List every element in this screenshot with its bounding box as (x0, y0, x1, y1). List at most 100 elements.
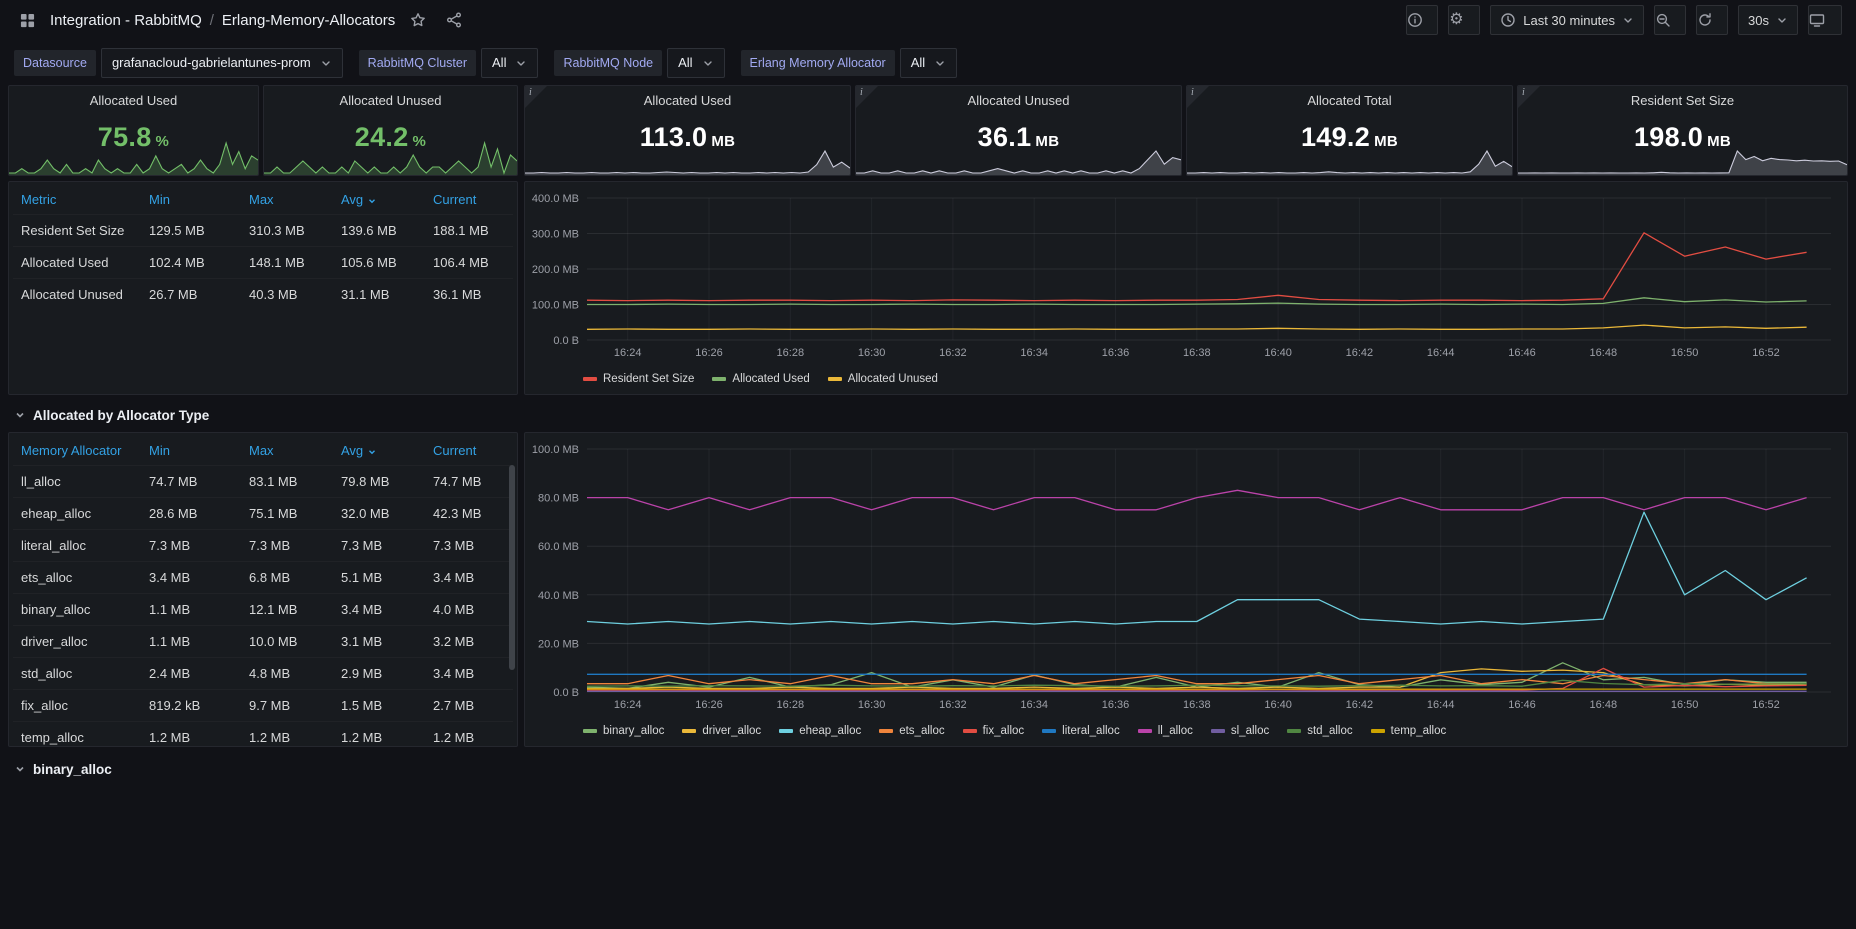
value-cell: 1.2 MB (425, 721, 513, 746)
col-header-avg[interactable]: Avg (333, 435, 425, 466)
value-cell: 5.1 MB (333, 561, 425, 594)
col-header-memory-allocator[interactable]: Memory Allocator (21, 443, 122, 458)
allocator-timeseries-chart[interactable]: 0.0 B 20.0 MB 40.0 MB 60.0 MB 80.0 MB 100.0 M… (529, 439, 1841, 716)
share-icon[interactable] (441, 7, 467, 33)
value-cell: 40.3 MB (241, 278, 333, 310)
col-header-min[interactable]: Min (149, 192, 170, 207)
legend-item[interactable]: Allocated Used (712, 373, 810, 385)
row-label-cell: temp_alloc (13, 721, 141, 746)
value-cell: 9.7 MB (241, 689, 333, 722)
sparkline (1518, 145, 1847, 175)
cluster-select[interactable]: All (481, 47, 539, 78)
legend-item[interactable]: binary_alloc (583, 725, 664, 737)
col-header-metric[interactable]: Metric (21, 192, 57, 207)
table-row[interactable]: binary_alloc 1.1 MB 12.1 MB 3.4 MB 4.0 MB (13, 593, 513, 626)
col-header-max[interactable]: Max (249, 192, 274, 207)
table-row[interactable]: literal_alloc 7.3 MB 7.3 MB 7.3 MB 7.3 MB (13, 529, 513, 562)
row-label-cell: ll_alloc (13, 465, 141, 498)
table-row[interactable]: driver_alloc 1.1 MB 10.0 MB 3.1 MB 3.2 MB (13, 625, 513, 658)
allocator-select[interactable]: All (899, 47, 958, 78)
breadcrumb: Integration - RabbitMQ / Erlang-Memory-A… (50, 12, 395, 29)
col-header-current[interactable]: Current (433, 192, 477, 207)
table-row[interactable]: eheap_alloc 28.6 MB 75.1 MB 32.0 MB 42.3 MB (13, 497, 513, 530)
refresh-interval-picker[interactable]: 30s (1738, 5, 1798, 35)
col-header-min[interactable]: Min (149, 443, 170, 458)
zoom-out-icon (1656, 13, 1670, 27)
breadcrumb-dashboard[interactable]: Erlang-Memory-Allocators (221, 11, 396, 29)
svg-text:16:32: 16:32 (939, 699, 967, 711)
table-row[interactable]: ll_alloc 74.7 MB 83.1 MB 79.8 MB 74.7 MB (13, 465, 513, 498)
table-scrollbar[interactable] (509, 465, 515, 670)
favorite-star-icon[interactable] (405, 7, 431, 33)
refresh-button[interactable] (1696, 5, 1729, 35)
table-row[interactable]: Allocated Used 102.4 MB 148.1 MB 105.6 MB 10… (13, 246, 513, 279)
panel-title: Allocated Used (643, 93, 732, 108)
section-allocated-by-allocator-type[interactable]: Allocated by Allocator Type (14, 403, 209, 427)
value-cell: 148.1 MB (241, 246, 333, 279)
tv-mode-button[interactable] (1808, 5, 1842, 35)
legend-item[interactable]: ets_alloc (879, 725, 945, 737)
legend-label: temp_alloc (1390, 725, 1447, 737)
value-cell: 3.4 MB (141, 561, 241, 594)
col-header-max[interactable]: Max (249, 443, 274, 458)
legend-item[interactable]: eheap_alloc (779, 725, 861, 737)
value-cell: 3.4 MB (333, 593, 425, 626)
value-cell: 1.2 MB (333, 721, 425, 746)
chevron-down-icon (703, 60, 712, 66)
legend-item[interactable]: sl_alloc (1210, 725, 1269, 737)
svg-text:16:44: 16:44 (1427, 347, 1455, 359)
value-cell: 10.0 MB (241, 625, 333, 658)
panel-info-icon[interactable]: i (1518, 86, 1540, 108)
legend-item[interactable]: Allocated Unused (827, 373, 938, 385)
zoom-out-button[interactable] (1654, 5, 1687, 35)
dashboard-settings-button[interactable]: ⚙ (1448, 5, 1481, 35)
section-binary-alloc[interactable]: binary_alloc (14, 757, 112, 781)
panel-info-icon[interactable]: i (525, 86, 547, 108)
breadcrumb-folder[interactable]: Integration - RabbitMQ (50, 11, 202, 29)
legend-item[interactable]: fix_alloc (962, 725, 1024, 737)
svg-text:60.0 MB: 60.0 MB (538, 541, 579, 553)
legend-item[interactable]: ll_alloc (1137, 725, 1193, 737)
value-cell: 83.1 MB (241, 465, 333, 498)
table-row[interactable]: fix_alloc 819.2 kB 9.7 MB 1.5 MB 2.7 MB (13, 689, 513, 722)
stat-unit: % (155, 133, 170, 150)
svg-text:16:50: 16:50 (1671, 699, 1699, 711)
node-select[interactable]: All (667, 47, 725, 78)
time-range-picker[interactable]: Last 30 minutes (1490, 5, 1645, 35)
allocator-timeseries-panel: 0.0 B 20.0 MB 40.0 MB 60.0 MB 80.0 MB 100.0 M… (524, 432, 1848, 747)
legend-item[interactable]: Resident Set Size (583, 373, 694, 385)
table-row[interactable]: Allocated Unused 26.7 MB 40.3 MB 31.1 MB 36.… (13, 278, 513, 310)
legend-item[interactable]: temp_alloc (1370, 725, 1447, 737)
table-row[interactable]: Resident Set Size 129.5 MB 310.3 MB 139.6 M… (13, 214, 513, 247)
col-header-avg[interactable]: Avg (333, 184, 425, 215)
table-row[interactable]: ets_alloc 3.4 MB 6.8 MB 5.1 MB 3.4 MB (13, 561, 513, 594)
legend-swatch-icon (827, 377, 842, 381)
sort-caret-icon (369, 449, 376, 454)
legend-item[interactable]: std_alloc (1287, 725, 1353, 737)
svg-text:16:36: 16:36 (1102, 699, 1130, 711)
row-label-cell: eheap_alloc (13, 497, 141, 530)
table-row[interactable]: std_alloc 2.4 MB 4.8 MB 2.9 MB 3.4 MB (13, 657, 513, 690)
panel-info-icon[interactable]: i (1187, 86, 1209, 108)
panel-title: Allocated Unused (967, 93, 1070, 108)
legend-item[interactable]: literal_alloc (1042, 725, 1120, 737)
legend-swatch-icon (962, 729, 977, 733)
legend-item[interactable]: driver_alloc (682, 725, 761, 737)
memory-timeseries-chart[interactable]: 0.0 B 100.0 MB 200.0 MB 300.0 MB 400.0 MB 16:… (529, 188, 1841, 364)
chart-legend: binary_alloc driver_alloc eheap_alloc ets_a… (583, 721, 1839, 741)
svg-text:16:52: 16:52 (1752, 347, 1780, 359)
section-title: binary_alloc (33, 761, 112, 777)
legend-swatch-icon (682, 729, 697, 733)
row-label-cell: Allocated Unused (13, 278, 141, 310)
panel-info-icon[interactable]: i (856, 86, 878, 108)
value-cell: 3.4 MB (425, 561, 513, 594)
stat-number: 24.2 (354, 122, 409, 152)
datasource-select[interactable]: grafanacloud-gabrielantunes-prom (100, 47, 343, 78)
legend-swatch-icon (583, 377, 597, 381)
svg-text:16:38: 16:38 (1183, 699, 1211, 711)
svg-text:16:40: 16:40 (1264, 347, 1292, 359)
table-row[interactable]: temp_alloc 1.2 MB 1.2 MB 1.2 MB 1.2 MB (13, 721, 513, 746)
dashboard-info-button[interactable] (1406, 5, 1439, 35)
apps-grid-icon[interactable] (14, 7, 40, 33)
col-header-current[interactable]: Current (433, 443, 477, 458)
